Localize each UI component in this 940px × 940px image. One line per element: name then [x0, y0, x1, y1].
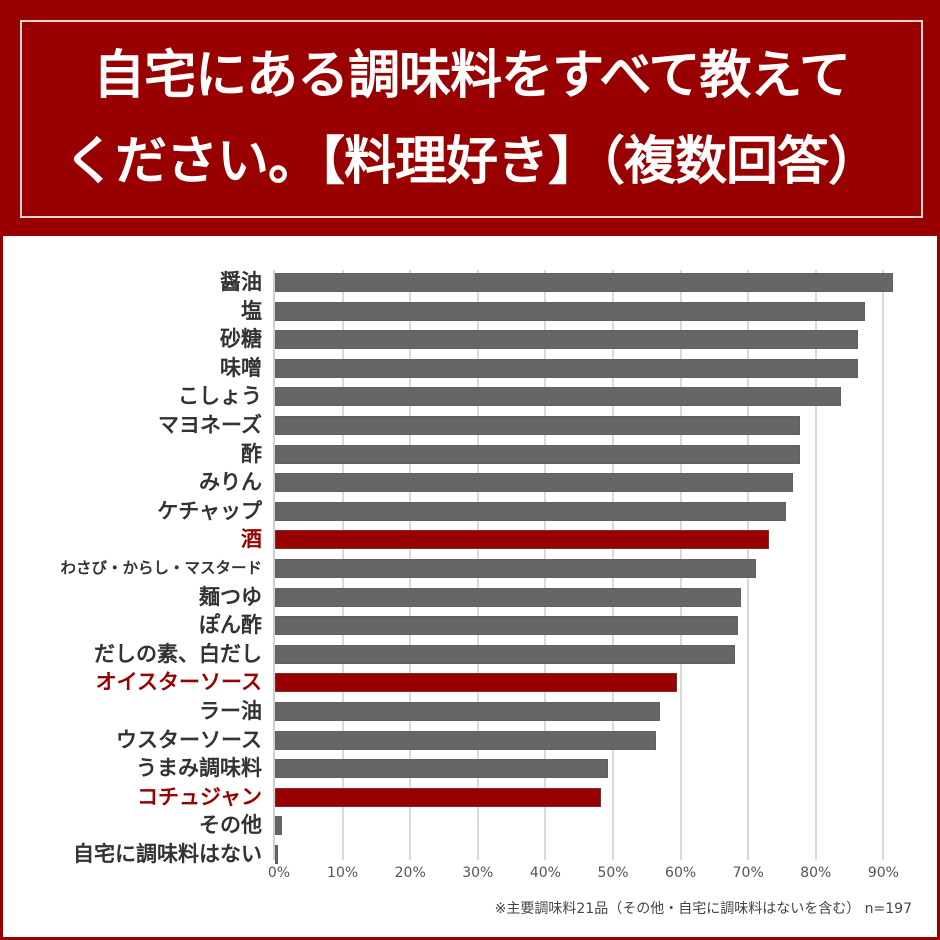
data-bar — [275, 730, 656, 750]
data-bar — [275, 387, 842, 407]
data-bar — [275, 273, 893, 292]
category-label: コチュジャン — [137, 784, 262, 809]
category-label: 醤油 — [220, 270, 262, 294]
x-tick-label: 60% — [665, 865, 697, 881]
category-label: その他 — [199, 813, 262, 838]
category-label: ぽん酢 — [199, 613, 262, 638]
data-bar — [275, 530, 770, 550]
category-label: うまみ調味料 — [136, 756, 262, 781]
y-axis-line — [273, 270, 275, 860]
category-label: 砂糖 — [220, 327, 262, 352]
data-bar — [275, 644, 735, 664]
data-bar — [275, 473, 793, 493]
data-bar — [275, 358, 859, 378]
data-bar — [275, 587, 742, 607]
data-bar — [275, 759, 608, 779]
gridline — [882, 270, 885, 860]
data-bar — [275, 501, 787, 521]
chart-title-box: 自宅にある調味料をすべて教えて ください。【料理好き】（複数回答） — [20, 20, 923, 218]
category-label: 自宅に調味料はない — [73, 842, 262, 866]
category-label: 酢 — [241, 441, 262, 466]
data-bar — [275, 416, 801, 435]
category-label: 麺つゆ — [199, 584, 262, 609]
category-label: ウスターソース — [116, 727, 262, 752]
category-label: わさび・からし・マスタード — [60, 559, 262, 577]
data-bar — [275, 673, 677, 693]
category-label: こしょう — [178, 384, 262, 409]
category-label: みりん — [199, 470, 262, 495]
chart-footnote: ※主要調味料21品（その他・自宅に調味料はないを含む） n=197 — [494, 901, 912, 917]
data-bar — [275, 616, 739, 636]
x-tick-label: 90% — [867, 865, 899, 881]
data-bar — [275, 444, 801, 464]
x-tick-label: 40% — [529, 865, 561, 881]
category-label: 塩 — [241, 298, 262, 323]
x-tick-label: 30% — [462, 865, 494, 881]
data-bar — [275, 559, 756, 578]
x-tick-label: 80% — [800, 865, 832, 881]
data-bar — [275, 301, 866, 321]
data-bar — [275, 816, 282, 836]
chart-panel — [3, 236, 937, 937]
x-tick-label: 50% — [597, 865, 629, 881]
category-label: 味噌 — [220, 355, 262, 380]
data-bar — [275, 330, 859, 350]
category-label: ラー油 — [199, 699, 262, 723]
x-tick-label: 10% — [327, 865, 359, 881]
category-label: 酒 — [241, 527, 262, 552]
data-bar — [275, 845, 279, 864]
title-line-1: 自宅にある調味料をすべて教えて — [93, 46, 851, 106]
category-label: オイスターソース — [95, 670, 262, 695]
x-tick-label: 20% — [394, 865, 426, 881]
title-line-2: ください。【料理好き】（複数回答） — [63, 132, 880, 192]
x-tick-label: 70% — [732, 865, 764, 881]
x-tick-label: 0% — [267, 865, 291, 881]
gridline — [814, 270, 817, 860]
data-bar — [275, 702, 660, 721]
category-label: だしの素、白だし — [94, 641, 262, 666]
category-label: ケチャップ — [157, 498, 262, 523]
category-label: マヨネーズ — [158, 413, 262, 437]
data-bar — [275, 787, 601, 807]
